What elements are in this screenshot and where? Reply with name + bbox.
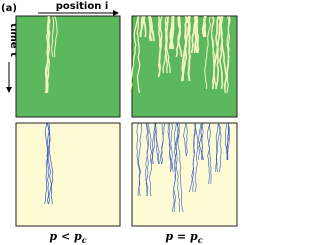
y-axis-label: time t: [8, 23, 19, 57]
panel-bottom-right: [131, 122, 238, 227]
streak: [215, 123, 221, 173]
streak: [226, 123, 229, 160]
streak: [44, 16, 50, 94]
streak: [193, 16, 199, 54]
streak: [170, 16, 175, 50]
streak: [183, 123, 187, 157]
streak: [191, 123, 196, 193]
panel-bottom-left: [15, 122, 121, 227]
streak: [157, 16, 162, 78]
streak: [168, 123, 172, 173]
caption-sub: c: [198, 235, 203, 245]
streak: [161, 123, 166, 165]
streak: [143, 16, 147, 38]
streak: [147, 123, 153, 197]
streak: [207, 123, 211, 185]
streak: [154, 123, 160, 165]
streak: [151, 123, 157, 165]
streak: [200, 123, 203, 161]
streak: [226, 16, 231, 94]
caption-main: p < p: [49, 230, 82, 243]
streak: [173, 123, 180, 213]
streak: [149, 16, 155, 42]
streak: [139, 16, 145, 38]
streak: [204, 16, 212, 90]
panel-top-right: [129, 15, 238, 118]
streak: [177, 16, 183, 58]
panel-label: (a): [1, 3, 17, 14]
caption-main: p = p: [165, 230, 198, 243]
streak: [215, 123, 219, 173]
streak: [219, 16, 224, 90]
streak: [157, 16, 163, 78]
streak: [218, 123, 222, 173]
streak: [177, 123, 184, 213]
streak: [226, 123, 230, 161]
streak: [145, 123, 149, 197]
streak: [47, 123, 52, 205]
streak: [147, 16, 153, 42]
streak: [187, 16, 191, 82]
streak: [44, 123, 50, 205]
streak: [137, 123, 142, 196]
caption-right: p = pc: [165, 230, 202, 245]
streak: [50, 16, 55, 58]
caption-sub: c: [82, 235, 87, 245]
streak: [165, 16, 171, 74]
streak: [45, 123, 49, 205]
streak: [201, 16, 207, 38]
streak: [136, 16, 141, 94]
streak: [185, 123, 188, 157]
streak: [190, 16, 197, 54]
figure: (a) position i time t p < pc p = pc: [1, 1, 238, 245]
x-axis-label: position i: [56, 1, 109, 12]
streak: [227, 123, 230, 161]
streak: [211, 16, 222, 90]
streak: [145, 123, 149, 197]
streak: [173, 123, 180, 213]
streak: [136, 123, 141, 197]
streak: [167, 123, 172, 173]
streak: [164, 16, 168, 74]
streak: [215, 16, 219, 90]
streak: [175, 16, 181, 58]
streak: [129, 16, 139, 94]
streak: [194, 123, 199, 193]
streak: [198, 123, 204, 161]
streak: [170, 123, 174, 173]
streak: [208, 123, 212, 185]
panel-top-left: [15, 15, 121, 118]
caption-left: p < pc: [49, 230, 86, 245]
streak: [53, 16, 58, 58]
